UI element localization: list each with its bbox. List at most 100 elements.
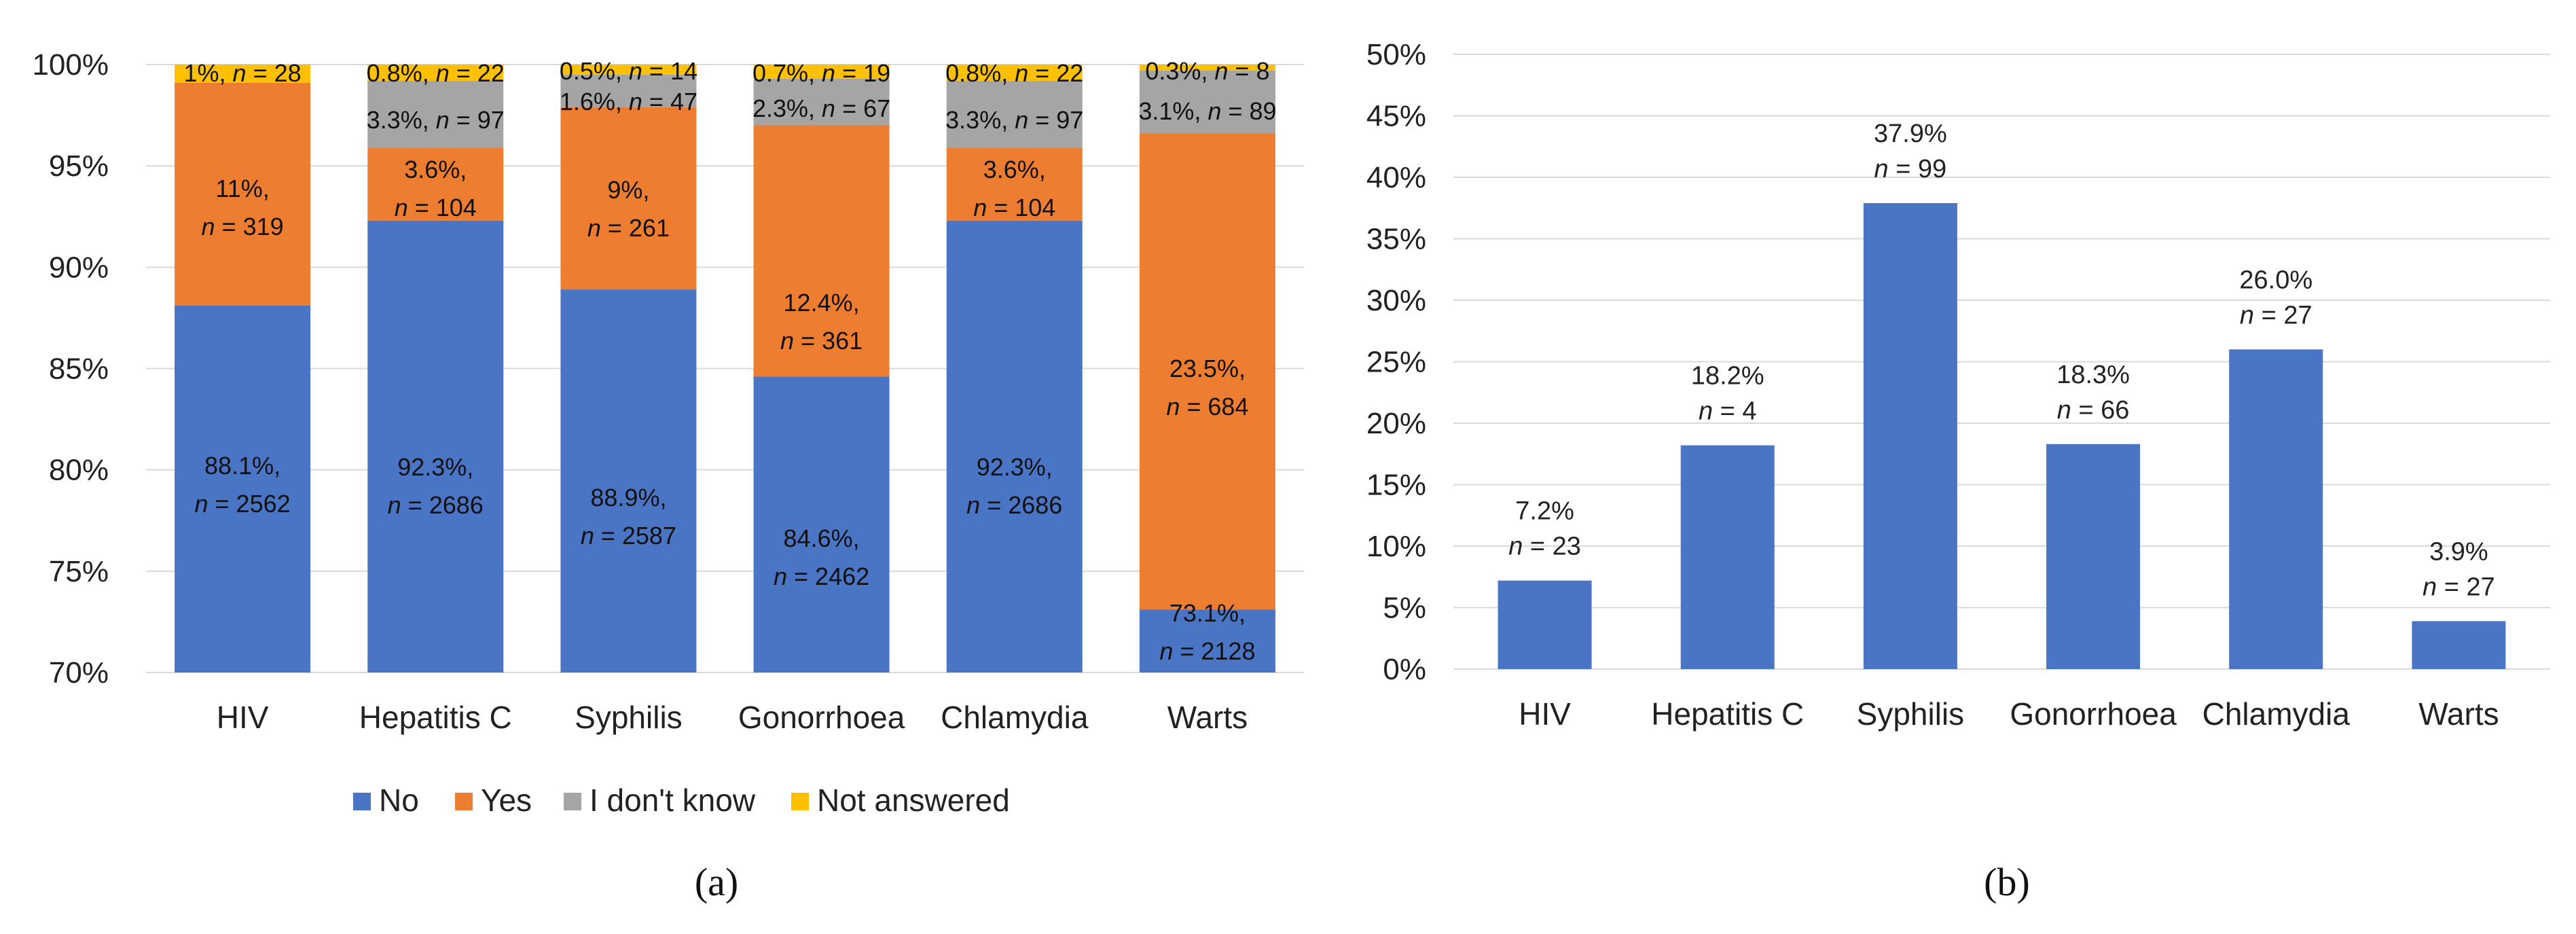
x-tick-a: HIV	[217, 700, 269, 735]
data-label-yes: 23.5%,	[1169, 355, 1246, 382]
y-tick-b: 25%	[1366, 346, 1426, 379]
bar-i-don-t-know-warts	[1139, 70, 1275, 134]
y-tick-b: 50%	[1366, 38, 1426, 71]
bar-b-syphilis	[1863, 203, 1957, 669]
data-label-yes: 3.6%,	[983, 156, 1046, 183]
x-tick-a: Gonorrhoea	[738, 700, 905, 735]
legend-label-yes: Yes	[481, 783, 532, 818]
legend-swatch-i-don-t-know	[564, 793, 581, 810]
data-label-no: 84.6%,	[784, 524, 860, 552]
data-label-no: n = 2686	[388, 491, 484, 519]
data-label-dont-know: 3.3%, n = 97	[945, 106, 1083, 134]
y-tick-b: 10%	[1366, 530, 1426, 563]
data-label-not-answered: 0.8%, n = 22	[367, 59, 505, 87]
data-label-yes: n = 361	[780, 327, 863, 355]
data-label-yes: 11%,	[215, 175, 269, 202]
bar-b-chlamydia	[2229, 349, 2323, 669]
data-label-no: n = 2462	[774, 562, 869, 590]
legend-swatch-yes	[455, 793, 473, 810]
y-tick-b: 30%	[1366, 284, 1426, 317]
bar-yes-syphilis	[560, 107, 697, 290]
y-tick-b: 0%	[1383, 653, 1426, 686]
data-label-b: 26.0%	[2239, 266, 2312, 294]
y-tick-b: 40%	[1366, 161, 1426, 194]
y-tick-b: 5%	[1383, 592, 1426, 625]
data-label-dont-know: 3.3%, n = 97	[367, 106, 505, 134]
y-tick-b: 15%	[1366, 469, 1426, 502]
bar-not-answered-hiv	[175, 65, 311, 83]
bar-no-gonorrhoea	[753, 376, 890, 672]
data-label-no: n = 2587	[581, 522, 676, 550]
data-label-no: 88.1%,	[204, 452, 280, 480]
data-label-b-n: n = 27	[2423, 573, 2495, 601]
y-tick-b: 35%	[1366, 223, 1426, 256]
bar-no-syphilis	[560, 289, 697, 672]
data-label-dont-know: 3.1%, n = 89	[1138, 97, 1276, 125]
data-label-not-answered: 0.8%, n = 22	[945, 59, 1083, 87]
legend-swatch-not-answered	[791, 793, 809, 810]
data-label-not-answered: 1%, n = 28	[184, 59, 302, 87]
data-label-not-answered: 0.3%, n = 8	[1145, 57, 1269, 85]
data-label-b: 18.3%	[2056, 361, 2130, 389]
data-label-dont-know: 1.6%, n = 47	[560, 88, 697, 115]
x-tick-b: Gonorrhoea	[2010, 696, 2177, 732]
y-tick-a: 90%	[49, 251, 109, 284]
data-label-no: 92.3%,	[397, 453, 473, 481]
data-label-b: 37.9%	[1874, 120, 1947, 148]
legend-swatch-no	[353, 793, 371, 810]
data-label-yes: 9%,	[607, 176, 649, 204]
data-label-yes: n = 104	[973, 194, 1055, 221]
data-label-not-answered: 0.5%, n = 14	[560, 57, 697, 85]
bar-i-don-t-know-hepatitis-c	[367, 80, 504, 148]
x-tick-a: Syphilis	[575, 700, 683, 735]
data-label-yes: n = 104	[395, 194, 477, 221]
data-label-b-n: n = 23	[1508, 533, 1581, 561]
data-label-dont-know: 2.3%, n = 67	[752, 94, 890, 122]
data-label-no: 73.1%,	[1169, 599, 1246, 627]
y-tick-a: 100%	[32, 48, 109, 82]
x-tick-a: Hepatitis C	[359, 700, 512, 735]
data-label-yes: 3.6%,	[404, 156, 467, 183]
data-label-b-n: n = 99	[1874, 155, 1947, 183]
bar-yes-hepatitis-c	[367, 147, 504, 221]
bar-no-hepatitis-c	[367, 220, 504, 672]
x-tick-b: Hepatitis C	[1651, 696, 1804, 732]
x-tick-b: Warts	[2418, 696, 2499, 732]
data-label-no: 92.3%,	[977, 453, 1053, 481]
data-label-b-n: n = 27	[2240, 301, 2312, 329]
data-label-b: 18.2%	[1691, 362, 1764, 391]
data-label-yes: n = 319	[202, 213, 284, 240]
legend-label-no: No	[379, 783, 419, 818]
bar-not-answered-warts	[1139, 65, 1275, 71]
bar-no-warts	[1139, 609, 1275, 672]
data-label-no: 88.9%,	[590, 484, 666, 511]
chart-b-bar: 0% 5% 10% 15% 20% 25% 30% 35% 40% 45% 50% 7.2% n = 2…	[1366, 38, 2550, 732]
bar-i-don-t-know-chlamydia	[946, 80, 1083, 148]
bar-b-gonorrhoea	[2046, 444, 2141, 669]
data-label-not-answered: 0.7%, n = 19	[752, 59, 890, 87]
bar-b-warts	[2412, 621, 2506, 669]
x-tick-b: Syphilis	[1857, 696, 1965, 732]
bar-not-answered-syphilis	[560, 65, 697, 75]
legend-label-i-don-t-know: I don't know	[589, 783, 756, 818]
bar-i-don-t-know-gonorrhoea	[753, 78, 890, 126]
bar-yes-chlamydia	[946, 147, 1083, 221]
data-label-b: 3.9%	[2429, 537, 2488, 566]
y-tick-a: 95%	[49, 149, 109, 183]
data-label-no: n = 2686	[966, 491, 1062, 519]
x-tick-b: HIV	[1519, 696, 1571, 732]
data-label-b: 7.2%	[1515, 497, 1574, 526]
bar-b-hepatitis-c	[1680, 445, 1775, 669]
data-label-no: n = 2562	[195, 490, 291, 518]
bar-not-answered-hepatitis-c	[367, 65, 504, 81]
x-tick-a: Warts	[1167, 700, 1248, 735]
panel-label-a: (a)	[695, 860, 738, 904]
y-tick-a: 85%	[49, 353, 109, 386]
y-tick-a: 70%	[49, 656, 109, 689]
data-label-b-n: n = 4	[1699, 397, 1757, 426]
bar-no-chlamydia	[946, 220, 1083, 672]
y-tick-b: 45%	[1366, 100, 1426, 133]
data-label-yes: n = 261	[587, 214, 670, 242]
bar-yes-gonorrhoea	[753, 125, 890, 377]
data-label-yes: 12.4%,	[784, 289, 860, 317]
